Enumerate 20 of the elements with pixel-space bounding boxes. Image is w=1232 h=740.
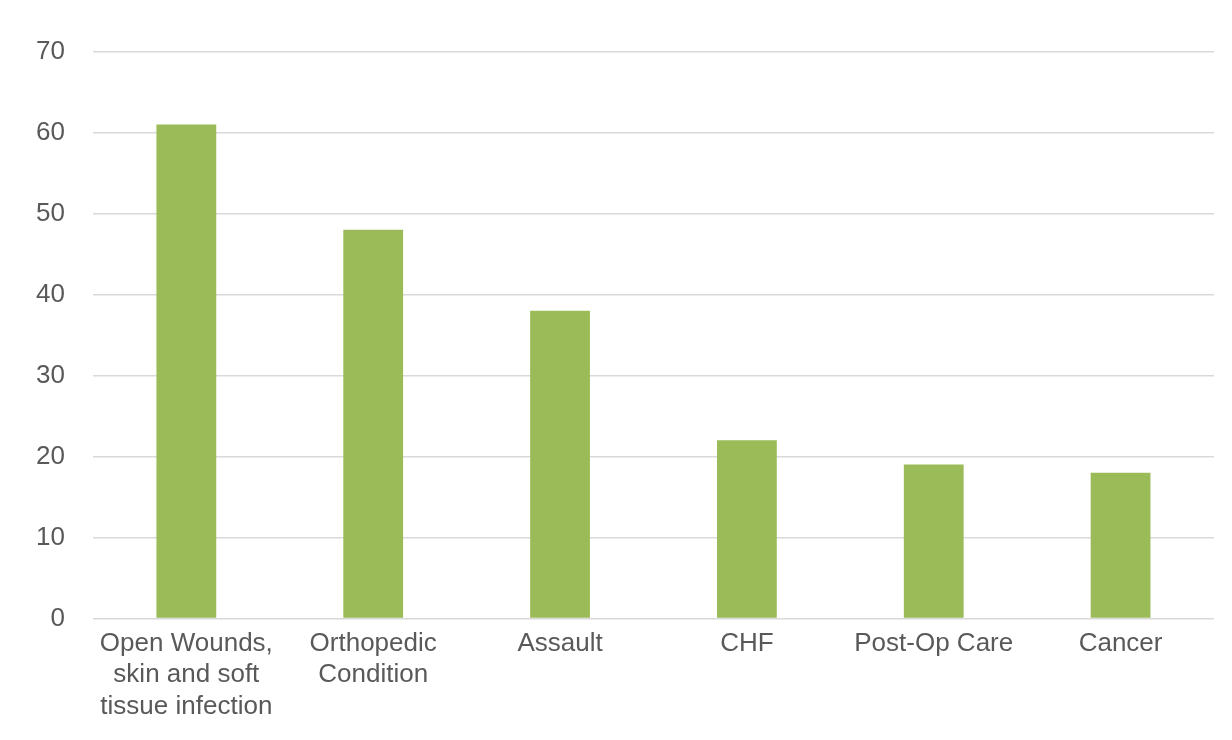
bar <box>716 440 777 618</box>
y-tick-label: 0 <box>50 601 65 632</box>
y-tick-label: 40 <box>36 277 65 308</box>
y-tick-label: 50 <box>36 196 65 227</box>
x-tick-label: CHF <box>720 627 774 658</box>
bar <box>1090 472 1151 618</box>
y-tick-label: 20 <box>36 439 65 470</box>
x-tick-label: Cancer <box>1078 627 1163 658</box>
bar <box>530 310 590 618</box>
y-tick-label: 70 <box>36 34 65 65</box>
x-tick-label: Orthopedic Condition <box>309 627 437 689</box>
x-tick-label: Post-Op Care <box>854 627 1014 658</box>
x-tick-label: Open Wounds, skin and soft tissue infection <box>99 627 273 720</box>
y-tick-label: 60 <box>36 115 65 146</box>
y-tick-label: 30 <box>36 358 65 389</box>
x-tick-label: Assault <box>517 627 604 658</box>
bar <box>903 464 964 618</box>
y-tick-label: 10 <box>36 520 65 551</box>
bar <box>343 229 404 618</box>
bar <box>156 124 217 618</box>
